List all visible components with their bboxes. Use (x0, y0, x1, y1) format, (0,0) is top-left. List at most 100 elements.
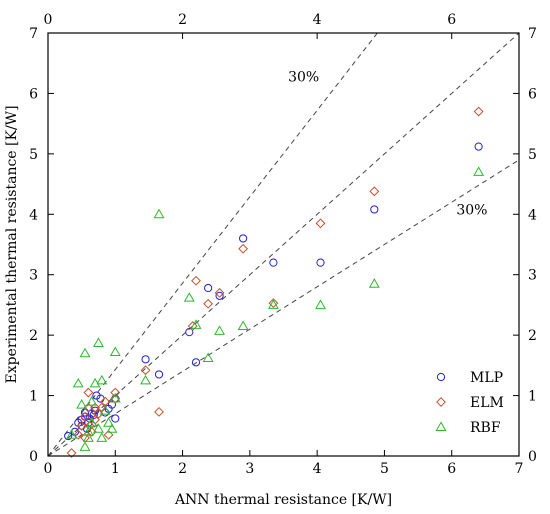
left-tick-label: 6 (29, 86, 38, 102)
bottom-tick-label: 3 (245, 461, 254, 477)
reference-lines (47, 32, 520, 457)
point-rbf (93, 423, 104, 433)
reference-line-2 (47, 159, 520, 457)
annotation-30-percent-1: 30% (288, 69, 319, 85)
series-mlp (64, 142, 483, 441)
point-elm (110, 393, 121, 404)
point-rbf (79, 441, 91, 451)
point-rbf (106, 423, 118, 433)
legend-item-mlp: MLP (436, 370, 503, 386)
point-rbf (109, 346, 121, 357)
point-elm (191, 275, 201, 286)
point-elm (187, 321, 198, 331)
point-rbf (140, 374, 152, 385)
point-elm (369, 186, 380, 197)
right-tick-label: 0 (528, 449, 537, 465)
point-mlp (370, 205, 379, 214)
reference-line-0 (47, 32, 520, 457)
legend: MLP ELM RBF (435, 370, 504, 436)
legend-label-elm: ELM (470, 395, 504, 411)
point-rbf (183, 292, 195, 302)
point-elm (154, 406, 164, 417)
point-mlp (474, 142, 483, 151)
bottom-tick-label: 4 (313, 461, 322, 477)
point-mlp (185, 328, 194, 337)
point-elm (140, 365, 151, 376)
point-rbf (96, 432, 108, 442)
point-elm (238, 243, 249, 254)
point-elm (80, 411, 90, 422)
legend-marker-mlp (436, 372, 446, 382)
point-rbf (99, 405, 111, 415)
left-tick-label: 0 (29, 449, 38, 465)
point-rbf (86, 396, 98, 406)
point-rbf (93, 337, 104, 347)
point-elm (268, 298, 279, 309)
right-tick-label: 3 (528, 268, 537, 284)
point-mlp (204, 283, 213, 293)
axis-ticks (47, 32, 520, 457)
point-rbf (103, 417, 115, 427)
point-mlp (316, 258, 325, 267)
point-mlp (64, 431, 73, 441)
point-mlp (269, 258, 278, 267)
plot-frame (47, 32, 520, 457)
bottom-tick-label: 6 (447, 461, 456, 477)
legend-item-elm: ELM (436, 395, 504, 411)
top-tick-label: 6 (447, 12, 456, 28)
top-tick-label: 2 (178, 12, 187, 28)
point-mlp (239, 234, 248, 243)
point-elm (203, 298, 214, 309)
x-axis-title: ANN thermal resistance [K/W] (174, 492, 392, 508)
point-mlp (154, 370, 164, 379)
data-points (64, 106, 485, 458)
point-elm (73, 429, 84, 440)
point-elm (83, 387, 94, 398)
point-rbf (153, 208, 165, 219)
point-rbf (79, 347, 91, 358)
bottom-tick-label: 7 (515, 461, 524, 477)
left-tick-label: 2 (29, 328, 38, 344)
right-tick-label: 1 (528, 389, 537, 405)
point-rbf (109, 392, 121, 403)
right-tick-label: 4 (528, 207, 537, 223)
right-tick-label: 5 (528, 147, 537, 163)
point-rbf (86, 417, 98, 427)
point-mlp (141, 355, 150, 364)
point-elm (110, 387, 121, 398)
point-elm (90, 402, 101, 413)
point-elm (473, 106, 484, 117)
top-tick-label: 4 (313, 12, 322, 28)
bottom-tick-label: 2 (178, 461, 187, 477)
legend-marker-elm (436, 397, 446, 407)
point-rbf (66, 429, 78, 439)
legend-label-rbf: RBF (470, 420, 501, 436)
point-elm (103, 429, 114, 440)
point-mlp (111, 414, 120, 423)
right-tick-label: 6 (528, 86, 537, 102)
top-tick-label: 0 (44, 12, 53, 28)
point-rbf (237, 320, 249, 331)
point-rbf (76, 399, 88, 409)
left-tick-label: 1 (29, 389, 38, 405)
series-rbf (66, 166, 485, 451)
point-rbf (72, 377, 84, 388)
point-rbf (267, 299, 279, 309)
point-elm (76, 420, 87, 431)
point-elm (214, 287, 225, 298)
left-tick-label: 7 (29, 26, 38, 42)
point-rbf (82, 426, 94, 436)
left-tick-label: 3 (29, 268, 38, 284)
point-rbf (202, 352, 214, 363)
legend-symbol-rbf (435, 421, 447, 431)
point-mlp (215, 291, 224, 300)
legend-item-rbf: RBF (435, 420, 501, 436)
y-axis-title: Experimental thermal resistance [K/W] (4, 105, 20, 383)
right-tick-label: 7 (528, 26, 537, 42)
point-mlp (107, 400, 117, 409)
left-tick-label: 5 (29, 147, 38, 163)
point-rbf (368, 278, 380, 288)
annotation-30-percent-2: 30% (456, 202, 487, 218)
